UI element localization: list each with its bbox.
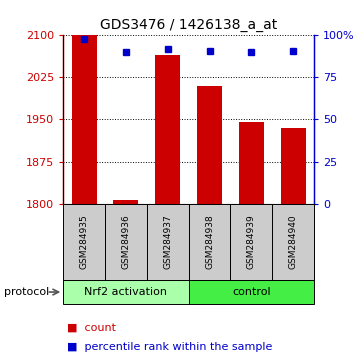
Title: GDS3476 / 1426138_a_at: GDS3476 / 1426138_a_at xyxy=(100,18,277,32)
Text: ■  percentile rank within the sample: ■ percentile rank within the sample xyxy=(67,342,272,352)
Bar xyxy=(113,200,139,204)
Bar xyxy=(197,86,222,204)
Text: ■  count: ■ count xyxy=(67,322,116,332)
Bar xyxy=(280,128,306,204)
Text: GSM284935: GSM284935 xyxy=(79,214,88,269)
Text: control: control xyxy=(232,287,271,297)
Text: Nrf2 activation: Nrf2 activation xyxy=(84,287,168,297)
Bar xyxy=(105,204,147,280)
Bar xyxy=(188,204,230,280)
Bar xyxy=(272,204,314,280)
Text: GSM284936: GSM284936 xyxy=(121,214,130,269)
Bar xyxy=(239,122,264,204)
Bar xyxy=(230,204,272,280)
Bar xyxy=(63,204,105,280)
Bar xyxy=(71,35,97,204)
Text: protocol: protocol xyxy=(4,287,49,297)
Text: GSM284940: GSM284940 xyxy=(289,214,298,269)
Bar xyxy=(188,280,314,304)
Text: GSM284937: GSM284937 xyxy=(163,214,172,269)
Text: GSM284938: GSM284938 xyxy=(205,214,214,269)
Bar xyxy=(63,280,188,304)
Bar xyxy=(147,204,188,280)
Bar xyxy=(155,55,180,204)
Text: GSM284939: GSM284939 xyxy=(247,214,256,269)
